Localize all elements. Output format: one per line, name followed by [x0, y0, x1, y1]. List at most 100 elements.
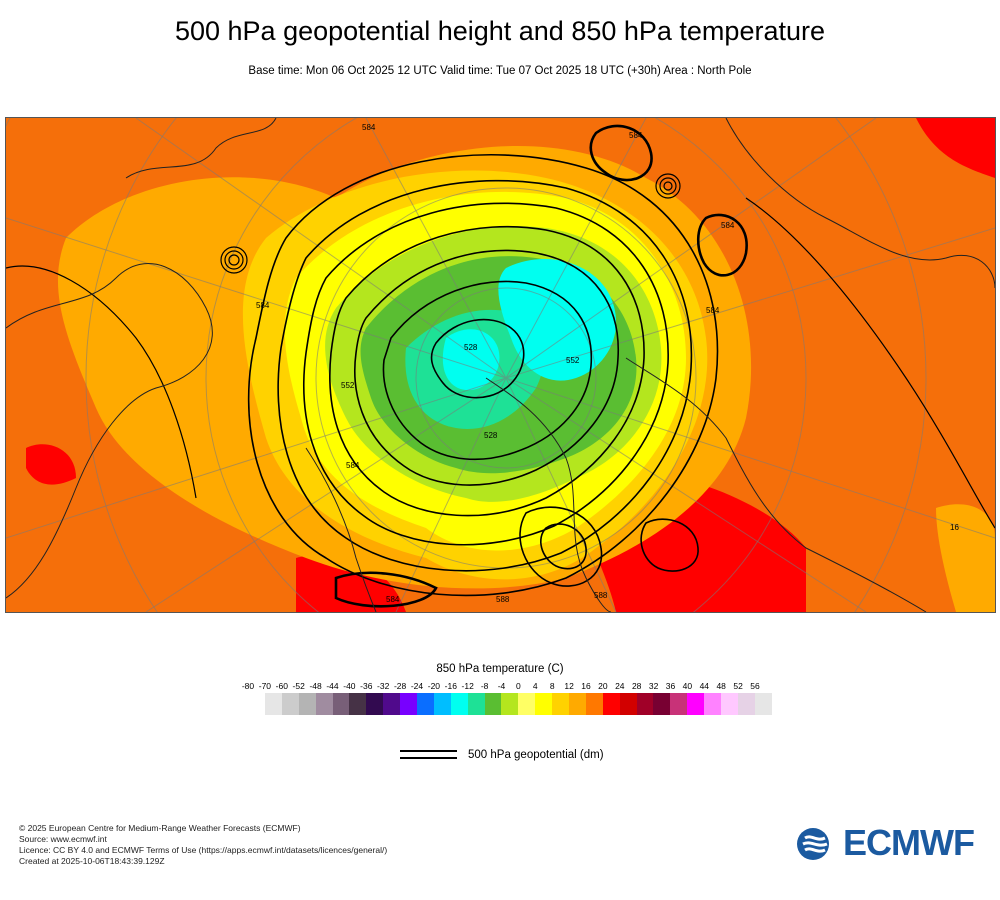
legend-tick-label: -48	[309, 681, 322, 691]
legend-tick-label: 48	[716, 681, 726, 691]
legend-swatch	[315, 693, 333, 715]
contour-legend-lines	[400, 750, 457, 764]
legend-tick-label: -52	[292, 681, 305, 691]
polar-map[interactable]: 584 584 584 584 584 584 528 528 552 552 …	[5, 117, 996, 613]
legend-swatch	[501, 693, 519, 715]
chart-subtitle: Base time: Mon 06 Oct 2025 12 UTC Valid …	[248, 65, 752, 77]
legend-swatch	[737, 693, 755, 715]
contour-label: 584	[721, 221, 735, 230]
legend-tick-label: 16	[581, 681, 591, 691]
legend-tick-label: 28	[631, 681, 642, 691]
legend-tick-label: 56	[750, 681, 760, 691]
contour-label: 588	[594, 591, 608, 600]
contour-label: 584	[346, 461, 360, 470]
ecmwf-logo-text: ECMWF	[843, 822, 975, 863]
map-canvas: 584 584 584 584 584 584 528 528 552 552 …	[6, 118, 995, 612]
legend-swatch	[366, 693, 384, 715]
contour-label: 552	[341, 381, 355, 390]
temperature-field-warm-sw	[296, 554, 406, 612]
contour-labels: 584 584 584 584 584 584 528 528 552 552 …	[256, 123, 959, 604]
legend-tick-label: -32	[377, 681, 390, 691]
chart-title: 500 hPa geopotential height and 850 hPa …	[174, 16, 825, 46]
contour-label: 552	[566, 356, 580, 365]
legend-swatch	[518, 693, 536, 715]
legend-tick-label: -24	[410, 681, 424, 691]
geopotential-contours	[6, 124, 995, 608]
contour-label: 528	[484, 431, 498, 440]
contour-label: 584	[386, 595, 400, 604]
legend-tick-label: 40	[682, 681, 693, 691]
legend-swatch	[754, 693, 772, 715]
legend-swatch	[383, 693, 401, 715]
legend-swatch	[349, 693, 367, 715]
legend-tick-label: -4	[497, 681, 506, 691]
temperature-field-warm-left	[26, 444, 76, 485]
legend-swatch	[687, 693, 705, 715]
legend-swatch	[704, 693, 722, 715]
legend-tick-label: -28	[393, 681, 407, 691]
contour-label: 584	[362, 123, 376, 132]
legend-color-bar	[265, 693, 772, 715]
legend-swatch	[636, 693, 654, 715]
legend-swatch	[619, 693, 637, 715]
low-centers	[220, 173, 681, 274]
legend-swatch	[332, 693, 350, 715]
legend-tick-label: -36	[360, 681, 373, 691]
legend-tick-label: 8	[549, 681, 555, 691]
credit-copyright: © 2025 European Centre for Medium-Range …	[19, 823, 301, 833]
legend-swatch	[535, 693, 553, 715]
credit-created: Created at 2025-10-06T18:43:39.129Z	[19, 856, 165, 866]
legend-swatch	[450, 693, 468, 715]
legend-swatch	[298, 693, 316, 715]
legend-swatch	[569, 693, 586, 715]
legend-tick-label: 44	[699, 681, 710, 691]
ecmwf-logo: ECMWF	[795, 822, 985, 863]
legend-swatch	[653, 693, 671, 715]
legend-swatch	[484, 693, 502, 715]
legend-tick-label: -80	[241, 681, 255, 691]
contour-label: 584	[256, 301, 270, 310]
legend-tick-label: -44	[326, 681, 339, 691]
legend-swatch	[433, 693, 451, 715]
legend-swatch	[721, 693, 738, 715]
legend-tick-label: 52	[733, 681, 743, 691]
legend-title: 850 hPa temperature (C)	[436, 663, 564, 675]
contour-label: 584	[629, 131, 643, 140]
legend-tick-label: -12	[461, 681, 474, 691]
legend-tick-label: -20	[427, 681, 441, 691]
legend-tick-label: -16	[444, 681, 457, 691]
credit-source: Source: www.ecmwf.int	[19, 834, 107, 844]
legend-swatch	[552, 693, 570, 715]
legend-tick-label: 20	[598, 681, 608, 691]
legend-tick-label: -40	[343, 681, 356, 691]
legend-swatch	[265, 693, 282, 715]
legend-tick-label: -8	[480, 681, 489, 691]
contour-label: 588	[496, 595, 510, 604]
legend-swatch	[400, 693, 418, 715]
legend-tick-label: -60	[275, 681, 288, 691]
temperature-field-cyan-2	[442, 329, 500, 391]
legend-swatch	[417, 693, 434, 715]
temperature-field-cyan	[498, 259, 617, 381]
legend-tick-labels: -80 -70 -60 -52 -48 -44 -40 -36 -32 -28 -24 -20 -16-…	[0, 681, 1000, 693]
credit-licence: Licence: CC BY 4.0 and ECMWF Terms of Us…	[19, 845, 388, 855]
credits: © 2025 European Centre for Medium-Range …	[19, 823, 387, 867]
legend-swatch	[602, 693, 620, 715]
ecmwf-emblem-icon	[797, 828, 829, 860]
temperature-field-warm-east	[916, 118, 995, 178]
contour-label: 16	[950, 523, 959, 532]
legend-swatch	[670, 693, 688, 715]
legend-swatch	[281, 693, 299, 715]
legend-tick-label: 0	[516, 681, 521, 691]
contour-label: 584	[706, 306, 720, 315]
legend-swatch	[585, 693, 603, 715]
temperature-field-mild-east	[936, 504, 995, 612]
legend-tick-label: 32	[648, 681, 659, 691]
legend-tick-label: -70	[258, 681, 272, 691]
contour-label: 528	[464, 343, 478, 352]
legend-tick-label: 24	[615, 681, 625, 691]
coastlines	[6, 118, 995, 612]
contour-legend-label: 500 hPa geopotential (dm)	[468, 749, 604, 761]
legend-tick-label: 36	[665, 681, 676, 691]
legend-tick-label: 12	[564, 681, 574, 691]
